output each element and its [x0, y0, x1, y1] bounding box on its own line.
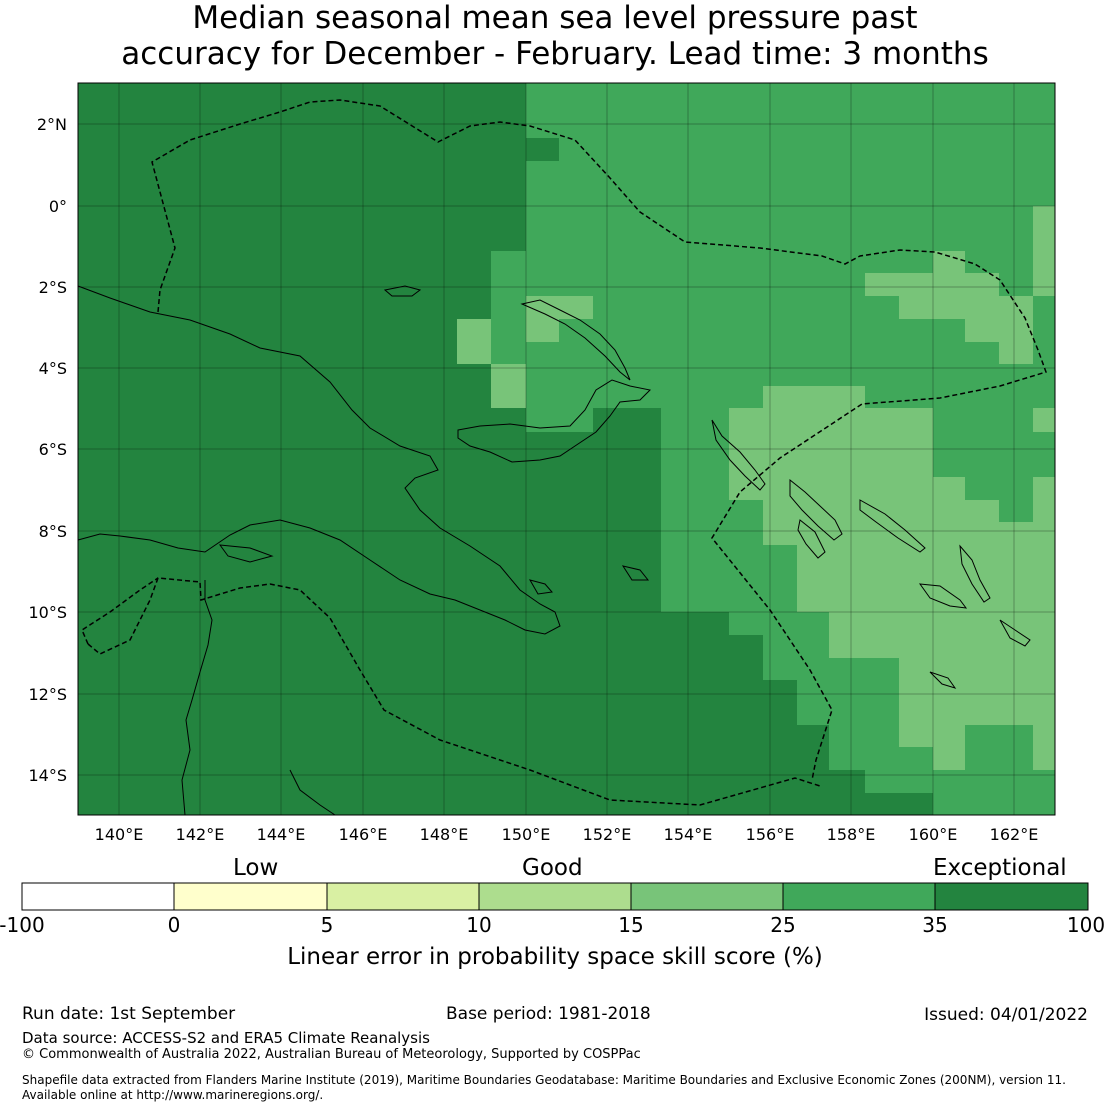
colorbar-swatch-0-5: [174, 883, 327, 910]
map-gridlines: [78, 83, 1055, 815]
map-frame: [77, 82, 1056, 816]
lat-tick-label: 12°S: [28, 685, 67, 704]
lat-tick-label: 2°N: [37, 115, 67, 134]
lon-tick-label: 162°E: [990, 825, 1039, 844]
run-date: Run date: 1st September: [22, 1004, 236, 1024]
latitude-ticks: 2°N 0° 2°S 4°S 6°S 8°S 10°S 12°S 14°S: [28, 115, 67, 785]
chart-title: Median seasonal mean sea level pressure …: [0, 0, 1110, 72]
lon-tick-label: 150°E: [502, 825, 551, 844]
lat-tick-label: 6°S: [39, 440, 67, 459]
colorbar-swatch-neg: [22, 883, 174, 910]
colorbar-tick: 35: [922, 913, 948, 937]
colorbar-tick: 100: [1066, 913, 1106, 937]
colorbar-tick: 5: [320, 913, 334, 937]
skill-score-map: [77, 82, 1056, 816]
eez-boundaries: [81, 99, 1047, 806]
colorbar-tick: 25: [770, 913, 796, 937]
skill-region-15-25: [457, 206, 1055, 770]
lat-tick-label: 4°S: [39, 359, 67, 378]
title-line-2: accuracy for December - February. Lead t…: [121, 36, 989, 72]
coastlines: [77, 285, 1031, 816]
colorbar-tick: 0: [167, 913, 181, 937]
colorbar-swatch-10-15: [479, 883, 631, 910]
shapefile-credit-line-2: Available online at http://www.marinereg…: [22, 1088, 324, 1102]
lat-tick-label: 14°S: [28, 766, 67, 785]
issued-date: Issued: 04/01/2022: [924, 1005, 1088, 1025]
colorbar-frame: [21, 882, 1089, 911]
longitude-ticks: 140°E 142°E 144°E 146°E 148°E 150°E 152°…: [95, 825, 1039, 844]
lon-tick-label: 146°E: [339, 825, 388, 844]
colorbar-label: Linear error in probability space skill …: [287, 944, 823, 970]
colorbar-tick: 10: [466, 913, 492, 937]
lon-tick-label: 154°E: [664, 825, 713, 844]
lat-tick-label: 10°S: [28, 603, 67, 622]
lon-tick-label: 156°E: [746, 825, 795, 844]
shapefile-credit-line-1: Shapefile data extracted from Flanders M…: [22, 1073, 1066, 1087]
lon-tick-label: 142°E: [176, 825, 225, 844]
data-source: Data source: ACCESS-S2 and ERA5 Climate …: [22, 1029, 430, 1047]
copyright: © Commonwealth of Australia 2022, Austra…: [22, 1047, 641, 1062]
lon-tick-label: 140°E: [95, 825, 144, 844]
lat-tick-label: 0°: [49, 197, 67, 216]
lon-tick-label: 148°E: [420, 825, 469, 844]
lat-tick-label: 2°S: [39, 278, 67, 297]
colorbar-swatch-15-25: [631, 883, 783, 910]
colorbar-swatch-25-35: [783, 883, 935, 910]
colorbar-tick: -100: [0, 913, 45, 937]
lat-tick-label: 8°S: [39, 522, 67, 541]
lon-tick-label: 144°E: [257, 825, 306, 844]
colorbar-category-good: Good: [522, 855, 583, 881]
colorbar-category-exceptional: Exceptional: [933, 855, 1067, 881]
skill-patch-exceptional: [526, 138, 559, 161]
title-line-1: Median seasonal mean sea level pressure …: [192, 0, 918, 36]
shapefile-credit: Shapefile data extracted from Flanders M…: [22, 1073, 1102, 1103]
colorbar-tick: 15: [618, 913, 644, 937]
base-period: Base period: 1981-2018: [446, 1004, 651, 1024]
colorbar: [21, 882, 1089, 911]
lon-tick-label: 160°E: [909, 825, 958, 844]
colorbar-dividers: [173, 883, 936, 910]
colorbar-category-low: Low: [233, 855, 279, 881]
lon-tick-label: 158°E: [827, 825, 876, 844]
colorbar-swatch-35-100: [935, 883, 1088, 910]
colorbar-swatch-5-10: [327, 883, 479, 910]
lon-tick-label: 152°E: [583, 825, 632, 844]
